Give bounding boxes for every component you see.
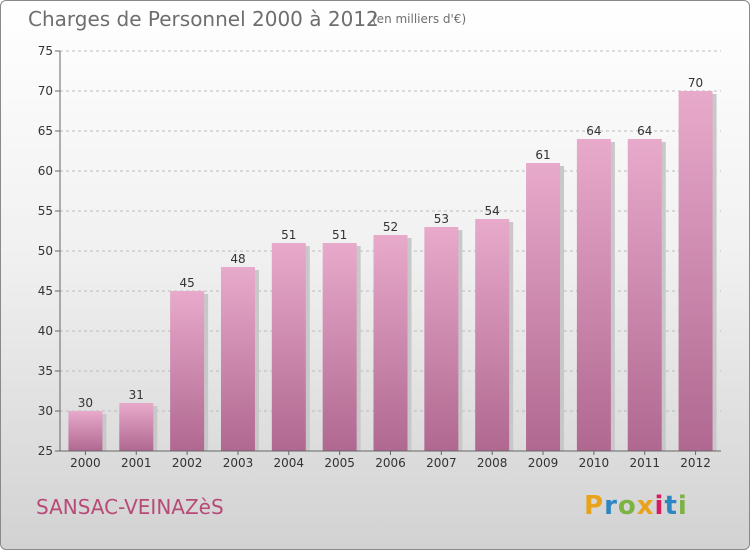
bar-2011[interactable] — [627, 139, 662, 451]
logo-letter: t — [664, 491, 678, 521]
x-tick-label: 2009 — [528, 456, 559, 470]
x-tick-label: 2007 — [426, 456, 457, 470]
bars — [68, 91, 717, 451]
value-label: 54 — [485, 204, 500, 218]
x-tick-label: 2002 — [172, 456, 203, 470]
bar-2009[interactable] — [526, 163, 561, 451]
value-label: 51 — [281, 228, 296, 242]
chart-title: Charges de Personnel 2000 à 2012 — [28, 7, 379, 31]
x-tick-label: 2005 — [324, 456, 355, 470]
axes — [55, 50, 721, 455]
y-tick-label: 65 — [38, 124, 53, 138]
bar-2004[interactable] — [271, 243, 306, 451]
y-tick-label: 30 — [38, 404, 53, 418]
bar-2002[interactable] — [170, 291, 205, 451]
value-label: 30 — [78, 396, 93, 410]
y-tick-label: 75 — [38, 44, 53, 58]
x-tick-label: 2011 — [629, 456, 660, 470]
value-label: 45 — [179, 276, 194, 290]
labels: 25 30 35 40 45 50 55 60 65 70 75 30 2000 31 2001 45 2002… — [38, 44, 711, 470]
value-label: 51 — [332, 228, 347, 242]
y-tick-label: 70 — [38, 84, 53, 98]
commune-name: SANSAC-VEINAZèS — [36, 495, 224, 519]
value-label: 64 — [586, 124, 601, 138]
logo-letter: i — [654, 491, 665, 521]
x-tick-label: 2003 — [223, 456, 254, 470]
value-label: 64 — [637, 124, 652, 138]
bar-2000[interactable] — [68, 411, 103, 451]
value-label: 61 — [535, 148, 550, 162]
value-label: 52 — [383, 220, 398, 234]
bar-2001[interactable] — [119, 403, 154, 451]
y-tick-label: 45 — [38, 284, 53, 298]
x-tick-label: 2004 — [274, 456, 305, 470]
x-tick-label: 2010 — [579, 456, 610, 470]
value-label: 31 — [129, 388, 144, 402]
x-tick-label: 2012 — [680, 456, 711, 470]
bar-2005[interactable] — [322, 243, 357, 451]
chart-subtitle: (en milliers d'€) — [372, 12, 467, 26]
x-tick-label: 2006 — [375, 456, 406, 470]
logo-letter: x — [636, 491, 655, 521]
x-tick-label: 2001 — [121, 456, 152, 470]
bar-2006[interactable] — [373, 235, 408, 451]
y-tick-label: 60 — [38, 164, 53, 178]
logo-letter: i — [677, 491, 688, 521]
value-label: 53 — [434, 212, 449, 226]
y-tick-label: 40 — [38, 324, 53, 338]
x-tick-label: 2008 — [477, 456, 508, 470]
y-tick-label: 50 — [38, 244, 53, 258]
y-tick-label: 35 — [38, 364, 53, 378]
logo-letter: o — [617, 491, 637, 521]
logo-letter: r — [604, 491, 618, 521]
y-tick-label: 25 — [38, 444, 53, 458]
bar-2008[interactable] — [475, 219, 510, 451]
bar-2010[interactable] — [576, 139, 611, 451]
bar-2003[interactable] — [220, 267, 255, 451]
x-tick-label: 2000 — [70, 456, 101, 470]
value-label: 70 — [688, 76, 703, 90]
bar-2007[interactable] — [424, 227, 459, 451]
bar-2012[interactable] — [678, 91, 713, 451]
value-label: 48 — [230, 252, 245, 266]
proxiti-logo[interactable]: Proxiti — [584, 491, 688, 521]
logo-letter: P — [584, 491, 605, 521]
y-tick-label: 55 — [38, 204, 53, 218]
